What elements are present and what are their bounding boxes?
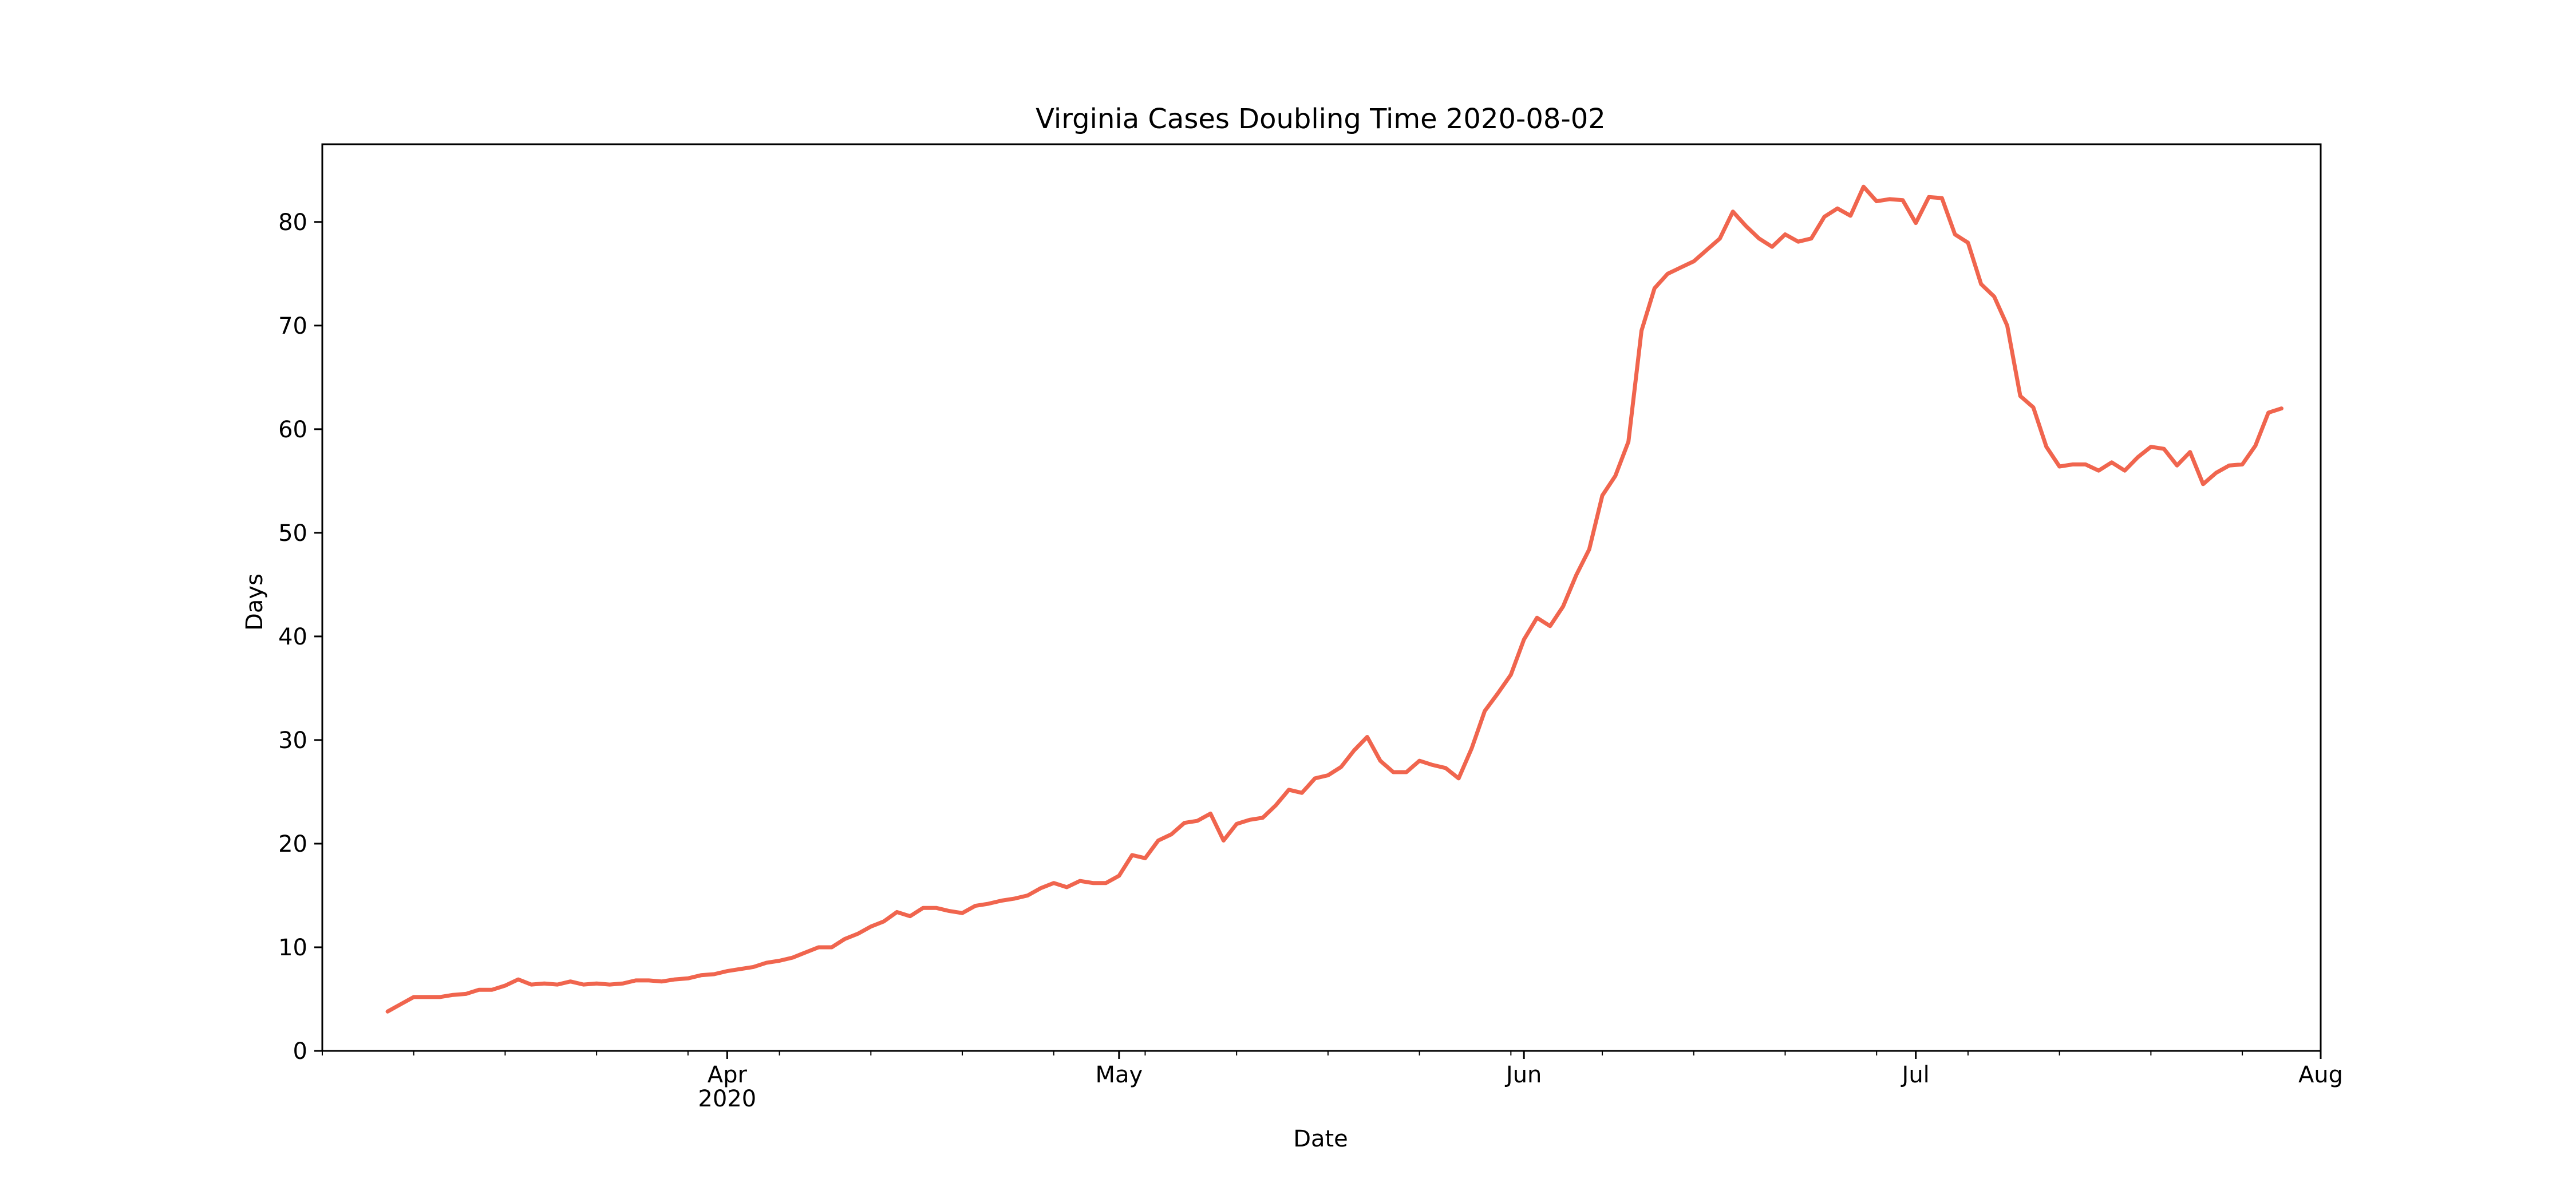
doubling-time-line: [385, 184, 2283, 1014]
x-tick-label-aug: Aug: [2298, 1062, 2343, 1088]
y-tick-label-50: 50: [278, 520, 307, 547]
x-axis-label: Date: [1293, 1126, 1348, 1152]
y-tick-label-0: 0: [293, 1038, 307, 1065]
x-tick-label-jul: Jul: [1901, 1062, 1930, 1088]
x-tick-label-apr: Apr: [708, 1062, 748, 1088]
y-tick-label-40: 40: [278, 624, 307, 650]
y-axis-label: Days: [242, 574, 268, 631]
x-tick-label-may: May: [1095, 1062, 1143, 1088]
y-tick-label-20: 20: [278, 831, 307, 857]
y-tick-label-60: 60: [278, 417, 307, 443]
y-tick-label-30: 30: [278, 727, 307, 754]
y-tick-label-10: 10: [278, 935, 307, 961]
x-tick-label-jun: Jun: [1504, 1062, 1542, 1088]
plot-frame: [321, 143, 2322, 1052]
chart-title: Virginia Cases Doubling Time 2020-08-02: [1036, 103, 1606, 135]
y-axis-ticks: 0 10 20 30 40 50 60 70 80: [278, 209, 322, 1065]
y-tick-label-80: 80: [278, 209, 307, 236]
y-tick-label-70: 70: [278, 313, 307, 339]
x-tick-sublabel-apr: 2020: [698, 1086, 756, 1112]
